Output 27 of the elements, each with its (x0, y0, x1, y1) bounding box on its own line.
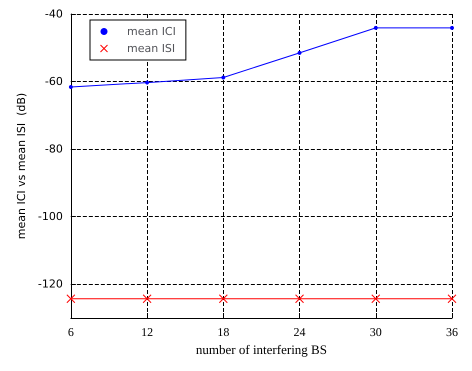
point (295, 294, 304, 304)
point (221, 76, 226, 80)
point (450, 26, 454, 30)
point (218, 294, 228, 304)
x-tick-label: 18 (217, 325, 230, 339)
x-tick-label: 6 (68, 325, 74, 339)
x-tick-label: 30 (370, 325, 382, 339)
point (374, 26, 378, 30)
y-axis-title: mean ICI vs mean ISI (dB) (15, 92, 28, 240)
x-axis-title: number of interfering BS (196, 342, 327, 357)
y-tick-label: -60 (44, 75, 63, 88)
point (142, 294, 152, 304)
point (371, 294, 380, 304)
point (448, 294, 456, 304)
y-tick-label: -80 (44, 142, 63, 156)
x-tick-label: 24 (294, 325, 306, 339)
point (68, 84, 73, 89)
y-tick-label: -40 (44, 8, 63, 20)
y-tick-label: -100 (38, 210, 63, 224)
legend-label: mean ISI (127, 42, 176, 55)
point (145, 80, 150, 85)
point (298, 50, 302, 55)
point (66, 294, 76, 304)
legend-label: mean ICI (127, 25, 176, 38)
x-tick-label: 36 (446, 325, 458, 339)
y-tick-label: -120 (38, 278, 63, 291)
x-tick-label: 12 (141, 325, 154, 339)
